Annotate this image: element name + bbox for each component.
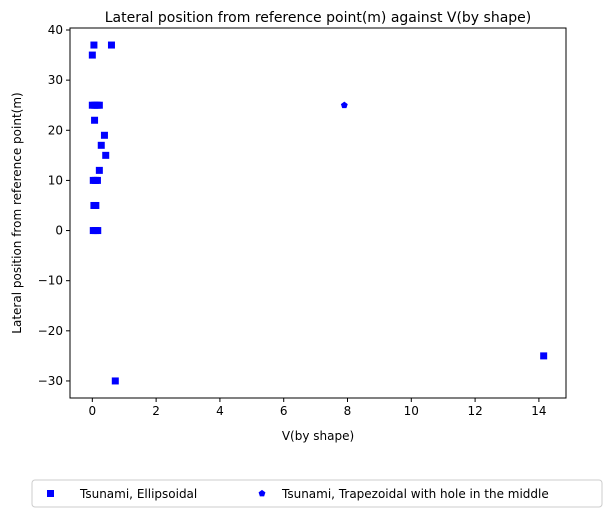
data-point-ellipsoidal	[540, 352, 548, 360]
data-point-ellipsoidal	[90, 41, 98, 49]
plot-area-frame	[69, 27, 567, 399]
data-point-ellipsoidal	[107, 41, 115, 49]
y-tick-label: −30	[38, 374, 63, 388]
x-tick-label: 8	[344, 404, 352, 418]
data-point-ellipsoidal	[97, 141, 105, 149]
legend-label-ellipsoidal: Tsunami, Ellipsoidal	[79, 487, 197, 501]
data-point-ellipsoidal	[95, 101, 103, 109]
y-tick-label: 40	[48, 23, 63, 37]
data-point-ellipsoidal	[92, 201, 100, 209]
data-point-ellipsoidal	[95, 166, 103, 174]
legend-label-trapezoidal: Tsunami, Trapezoidal with hole in the mi…	[281, 487, 549, 501]
data-points	[88, 41, 548, 385]
x-tick-label: 14	[531, 404, 546, 418]
y-tick-label: 20	[48, 123, 63, 137]
x-axis-ticks: 0 2 4 6 8 10 12 14	[89, 398, 547, 418]
legend-box	[31, 479, 603, 508]
x-tick-label: 0	[89, 404, 97, 418]
x-tick-label: 4	[216, 404, 224, 418]
legend: Tsunami, Ellipsoidal Tsunami, Trapezoida…	[31, 479, 603, 508]
data-point-ellipsoidal	[94, 227, 102, 235]
x-axis-label: V(by shape)	[282, 429, 354, 443]
data-point-ellipsoidal	[88, 51, 96, 59]
data-point-ellipsoidal	[100, 131, 108, 139]
legend-marker-ellipsoidal	[47, 490, 54, 497]
x-tick-label: 10	[404, 404, 419, 418]
data-point-ellipsoidal	[93, 176, 101, 184]
y-tick-label: 10	[48, 173, 63, 187]
y-axis-label: Lateral position from reference point(m)	[10, 92, 24, 333]
x-tick-label: 2	[152, 404, 160, 418]
x-tick-label: 12	[467, 404, 482, 418]
data-point-ellipsoidal	[91, 116, 99, 124]
y-tick-label: 30	[48, 73, 63, 87]
legend-marker-trapezoidal	[258, 489, 266, 497]
chart-title: Lateral position from reference point(m)…	[105, 10, 532, 26]
data-point-ellipsoidal	[111, 377, 119, 385]
y-tick-label: 0	[55, 224, 63, 238]
data-point-trapezoidal	[340, 101, 348, 109]
data-point-ellipsoidal	[102, 151, 110, 159]
y-tick-label: −10	[38, 274, 63, 288]
y-axis-ticks: −30 −20 −10 0 10 20 30 40	[38, 23, 70, 388]
y-tick-label: −20	[38, 324, 63, 338]
x-tick-label: 6	[280, 404, 288, 418]
